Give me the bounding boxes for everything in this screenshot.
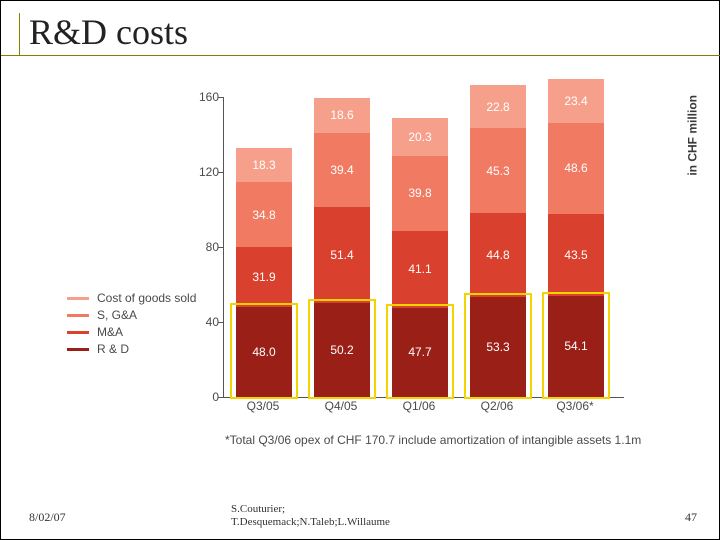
- legend-swatch-cogs: [67, 297, 89, 300]
- bar-segment-sga: 48.6: [548, 123, 604, 214]
- x-tick-label: Q2/06: [461, 399, 533, 413]
- bar-segment-cogs: 18.3: [236, 148, 292, 182]
- bar-segment-ma: 44.8: [470, 213, 526, 297]
- bar-segment-cogs: 18.6: [314, 98, 370, 133]
- page-title: R&D costs: [29, 11, 693, 53]
- bar-segment-rd: 50.2: [314, 303, 370, 397]
- y-tick-label: 120: [189, 165, 219, 179]
- legend-row-ma: M&A: [67, 325, 196, 339]
- legend-swatch-ma: [67, 331, 89, 334]
- title-wrap: R&D costs: [29, 11, 693, 53]
- x-tick-label: Q1/06: [383, 399, 455, 413]
- legend-label-cogs: Cost of goods sold: [97, 291, 196, 305]
- x-tick-label: Q3/05: [227, 399, 299, 413]
- bar-segment-ma: 51.4: [314, 207, 370, 303]
- title-accent-vertical: [1, 13, 20, 55]
- title-accent-horizontal: [1, 55, 720, 56]
- bar-segment-rd: 53.3: [470, 297, 526, 397]
- bar-column: 18.639.451.450.2: [314, 98, 370, 397]
- bar-column: 22.845.344.853.3: [470, 85, 526, 397]
- bar-segment-sga: 45.3: [470, 128, 526, 213]
- bar-column: 23.448.643.554.1: [548, 79, 604, 397]
- bar-segment-ma: 41.1: [392, 231, 448, 308]
- bar-segment-sga: 34.8: [236, 182, 292, 247]
- y-tick: [218, 322, 224, 323]
- chart-footnote: *Total Q3/06 opex of CHF 170.7 include a…: [225, 433, 641, 447]
- legend-row-rd: R & D: [67, 342, 196, 356]
- legend-label-rd: R & D: [97, 342, 129, 356]
- slide: R&D costs Cost of goods sold S, G&A M&A R &…: [0, 0, 720, 540]
- y-tick-label: 0: [189, 390, 219, 404]
- footer-date: 8/02/07: [29, 510, 66, 525]
- bar-segment-cogs: 23.4: [548, 79, 604, 123]
- x-tick-label: Q4/05: [305, 399, 377, 413]
- chart-plot: 18.334.831.948.0 18.639.451.450.2 20.339.8…: [223, 97, 624, 398]
- y-tick: [218, 172, 224, 173]
- y-tick-label: 40: [189, 315, 219, 329]
- y-tick-label: 80: [189, 240, 219, 254]
- y-tick: [218, 397, 224, 398]
- bar-segment-rd: 47.7: [392, 308, 448, 397]
- footer-authors-line2: T.Desquemack;N.Taleb;L.Willaume: [231, 516, 390, 529]
- y-tick-label: 160: [189, 90, 219, 104]
- y-tick: [218, 97, 224, 98]
- legend-row-sga: S, G&A: [67, 308, 196, 322]
- legend-row-cogs: Cost of goods sold: [67, 291, 196, 305]
- legend-label-sga: S, G&A: [97, 308, 137, 322]
- bar-segment-ma: 43.5: [548, 214, 604, 296]
- legend-label-ma: M&A: [97, 325, 123, 339]
- bar-column: 18.334.831.948.0: [236, 148, 292, 397]
- bar-segment-sga: 39.8: [392, 156, 448, 231]
- x-tick-label: Q3/06*: [539, 399, 611, 413]
- bar-segment-rd: 48.0: [236, 307, 292, 397]
- legend-swatch-rd: [67, 348, 89, 351]
- y-unit-label: in CHF million: [686, 95, 700, 176]
- footer-page-number: 47: [685, 510, 697, 525]
- bar-segment-ma: 31.9: [236, 247, 292, 307]
- bar-segment-cogs: 22.8: [470, 85, 526, 128]
- bar-segment-cogs: 20.3: [392, 118, 448, 156]
- bar-segment-rd: 54.1: [548, 296, 604, 397]
- legend-swatch-sga: [67, 314, 89, 317]
- chart-legend: Cost of goods sold S, G&A M&A R & D: [67, 291, 196, 359]
- revenue-chart: in CHF million 04080120160 18.334.831.94…: [191, 91, 661, 456]
- bar-segment-sga: 39.4: [314, 133, 370, 207]
- footer-authors: S.Couturier; T.Desquemack;N.Taleb;L.Will…: [231, 503, 390, 529]
- footer-authors-line1: S.Couturier;: [231, 503, 390, 516]
- bar-column: 20.339.841.147.7: [392, 118, 448, 397]
- y-tick: [218, 247, 224, 248]
